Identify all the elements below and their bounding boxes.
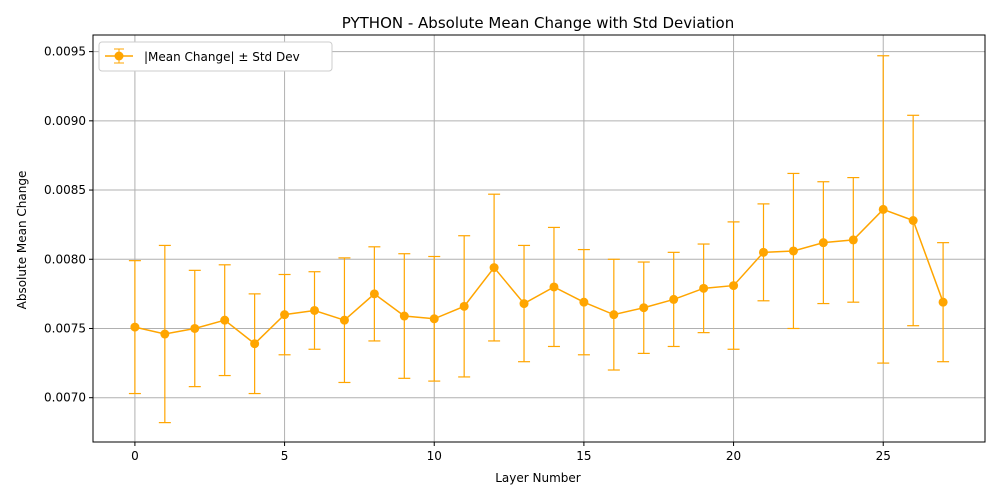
x-tick-label: 10 <box>427 449 442 463</box>
data-point <box>669 294 679 304</box>
data-point <box>818 238 828 248</box>
y-tick-label: 0.0070 <box>44 391 86 405</box>
x-tick-label: 15 <box>576 449 591 463</box>
data-point <box>878 204 888 214</box>
data-point <box>160 329 170 339</box>
series-line-group <box>134 208 944 345</box>
data-point <box>280 310 290 320</box>
data-point <box>549 282 559 292</box>
legend-box <box>98 41 333 72</box>
data-point <box>130 322 140 332</box>
data-point <box>729 281 739 291</box>
x-axis-ticks: 0 5 10 15 20 25 <box>131 442 891 463</box>
data-point <box>369 289 379 299</box>
data-point <box>310 305 320 315</box>
data-point <box>788 246 798 256</box>
data-point <box>908 216 918 226</box>
data-point <box>758 247 768 257</box>
legend-marker <box>114 51 124 61</box>
data-point <box>220 315 230 325</box>
data-point <box>429 314 439 324</box>
y-axis-label: Absolute Mean Change <box>15 171 29 310</box>
x-axis-label: Layer Number <box>495 471 581 485</box>
y-axis-ticks: 0.0070 0.0075 0.0080 0.0085 0.0090 0.0095 <box>44 45 93 405</box>
data-point <box>938 297 948 307</box>
y-tick-label: 0.0085 <box>44 183 86 197</box>
data-points <box>130 204 948 349</box>
legend: |Mean Change| ± Std Dev <box>98 41 333 72</box>
y-tick-label: 0.0095 <box>44 45 86 59</box>
data-point <box>459 301 469 311</box>
chart-title: PYTHON - Absolute Mean Change with Std D… <box>342 14 735 32</box>
data-point <box>609 310 619 320</box>
data-point <box>339 315 349 325</box>
series-line <box>134 208 944 345</box>
data-point <box>190 323 200 333</box>
plot-frame <box>92 34 986 443</box>
x-tick-label: 0 <box>131 449 139 463</box>
x-tick-label: 20 <box>726 449 741 463</box>
data-point <box>848 235 858 245</box>
data-point <box>579 297 589 307</box>
data-point <box>519 299 529 309</box>
y-tick-label: 0.0075 <box>44 321 86 335</box>
data-point <box>250 339 260 349</box>
data-point <box>699 283 709 293</box>
y-tick-label: 0.0080 <box>44 252 86 266</box>
y-tick-label: 0.0090 <box>44 114 86 128</box>
data-point <box>399 311 409 321</box>
x-tick-label: 25 <box>876 449 891 463</box>
data-point <box>639 303 649 313</box>
x-tick-label: 5 <box>281 449 289 463</box>
data-point <box>489 263 499 273</box>
legend-label: |Mean Change| ± Std Dev <box>144 50 300 64</box>
